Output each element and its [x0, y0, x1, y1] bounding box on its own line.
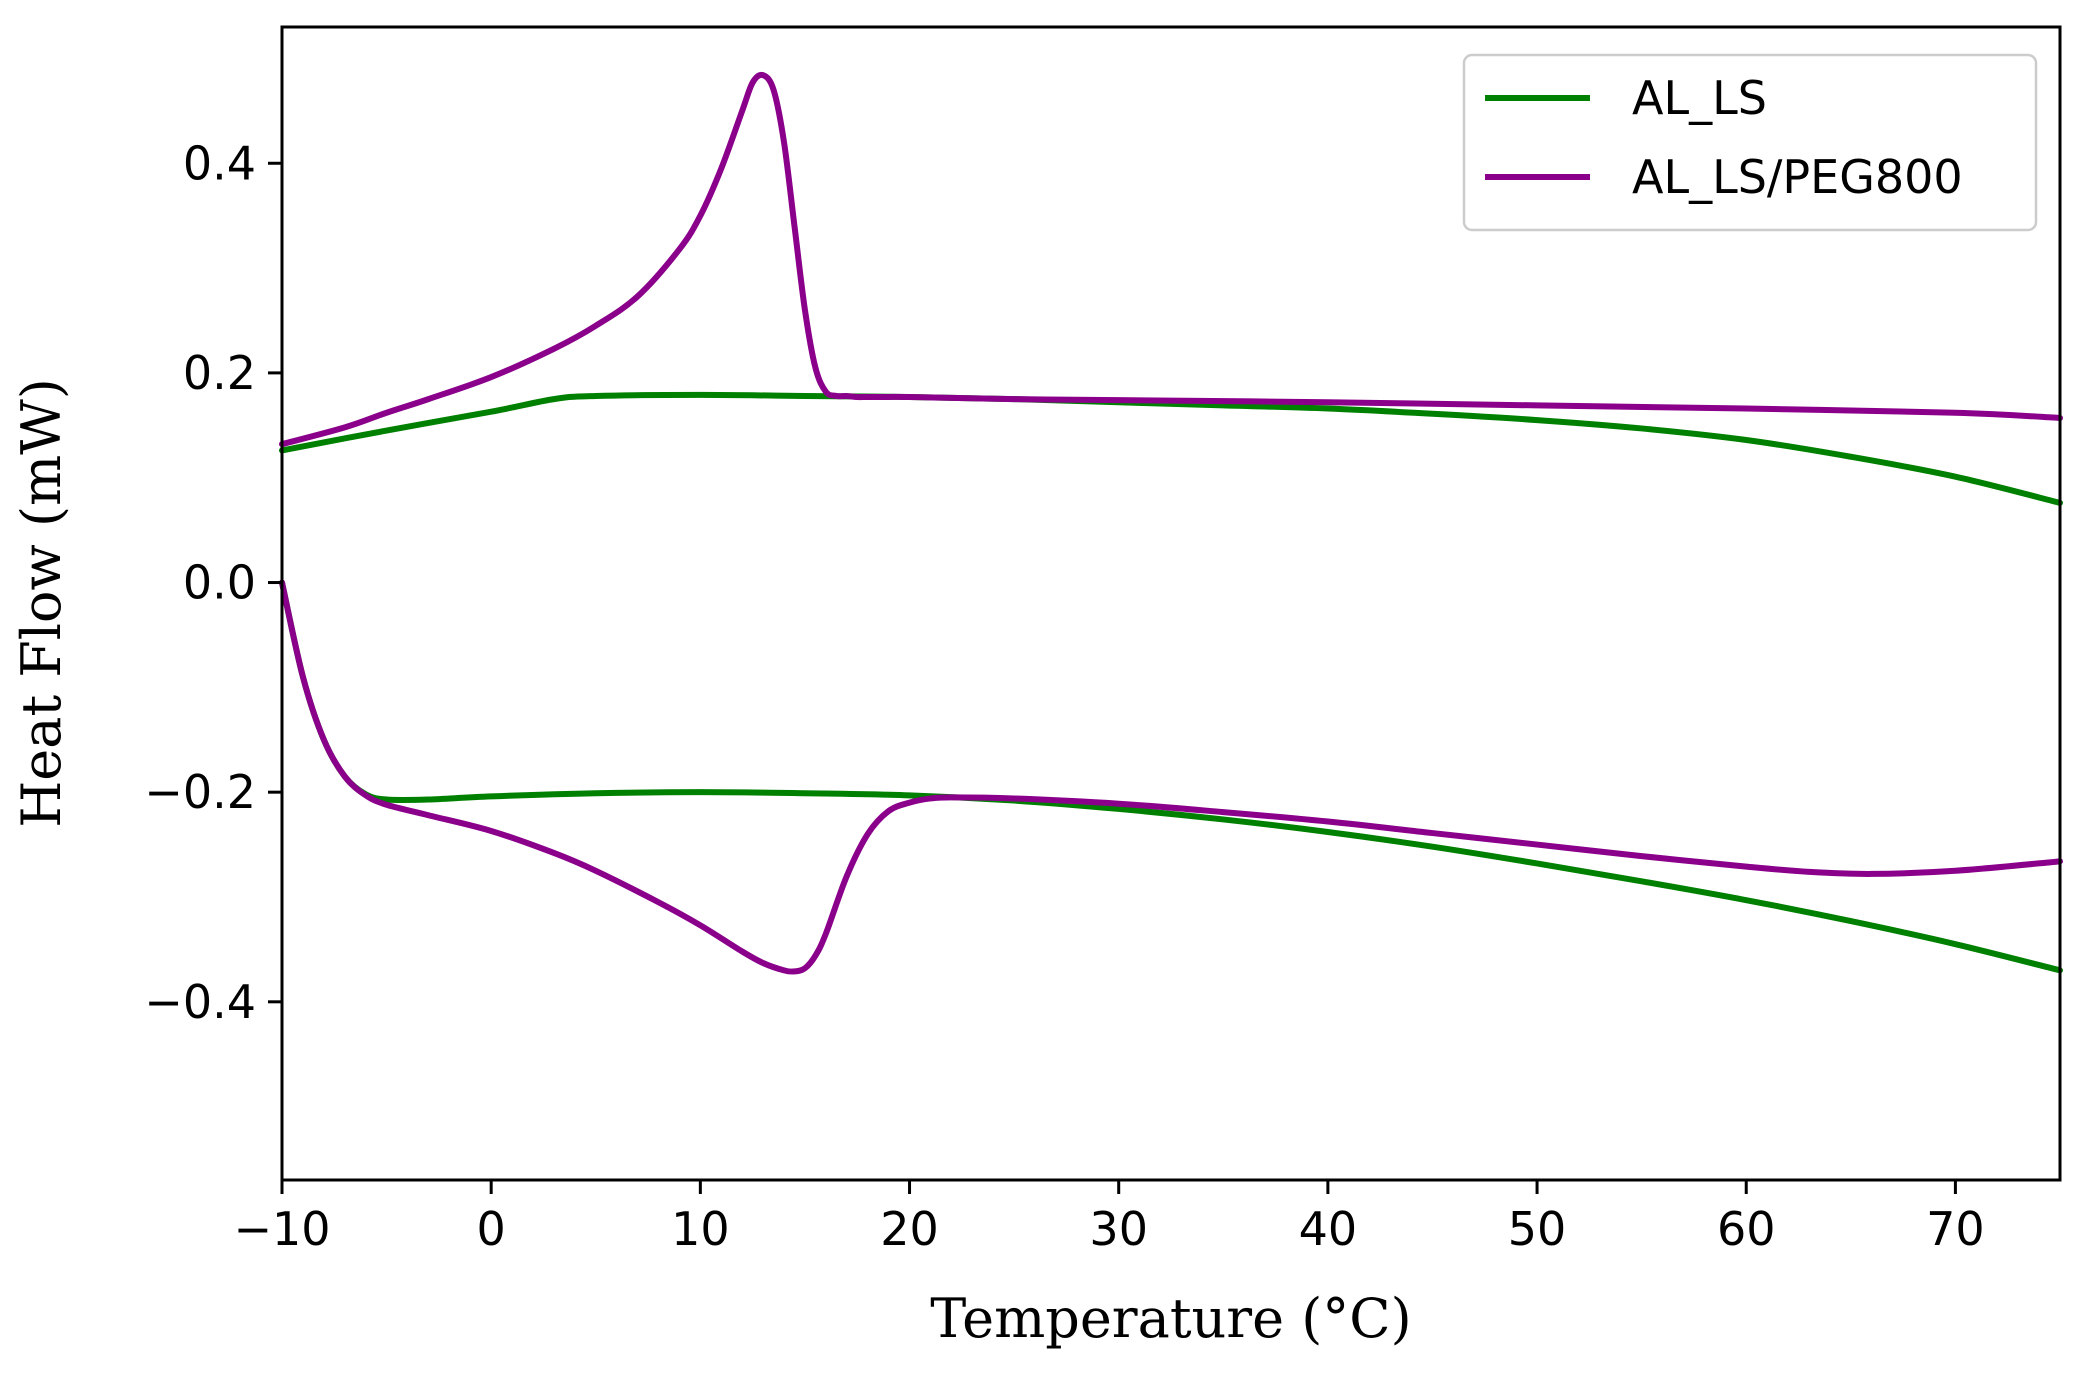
x-axis-ticks: −10 0 10 20 30 40 50 60 70 [233, 1180, 1985, 1256]
y-tick-label: −0.4 [144, 975, 256, 1029]
series-line-al-ls-peg800-heating [279, 71, 2063, 448]
legend-box [1462, 53, 2038, 232]
x-tick-label: 70 [1926, 1202, 1985, 1256]
y-tick-label: −0.2 [144, 765, 256, 819]
series-line-al-ls-peg800-cooling [279, 579, 2063, 975]
y-tick-label: 0.2 [183, 346, 256, 400]
series-layer [279, 71, 2063, 975]
x-tick-label: 30 [1089, 1202, 1148, 1256]
x-tick-label: 20 [880, 1202, 939, 1256]
y-tick-label: 0.0 [183, 556, 256, 610]
x-tick-label: 10 [671, 1202, 730, 1256]
x-tick-label: −10 [233, 1202, 330, 1256]
x-tick-label: 40 [1299, 1202, 1358, 1256]
x-tick-label: 50 [1508, 1202, 1567, 1256]
y-axis-title: Heat Flow (mW) [10, 378, 73, 828]
legend-label-al-ls-peg800: AL_LS/PEG800 [1632, 150, 1963, 204]
plot-frame [280, 25, 2062, 1182]
legend-label-al-ls: AL_LS [1632, 71, 1767, 125]
series-line-al-ls-cooling [279, 579, 2063, 974]
y-axis-ticks: −0.4 −0.2 0.0 0.2 0.4 [144, 136, 282, 1029]
legend: AL_LS AL_LS/PEG800 [1462, 53, 2038, 232]
x-tick-label: 0 [477, 1202, 506, 1256]
y-tick-label: 0.4 [183, 136, 256, 190]
x-axis-title: Temperature (°C) [930, 1287, 1411, 1350]
x-tick-label: 60 [1717, 1202, 1776, 1256]
